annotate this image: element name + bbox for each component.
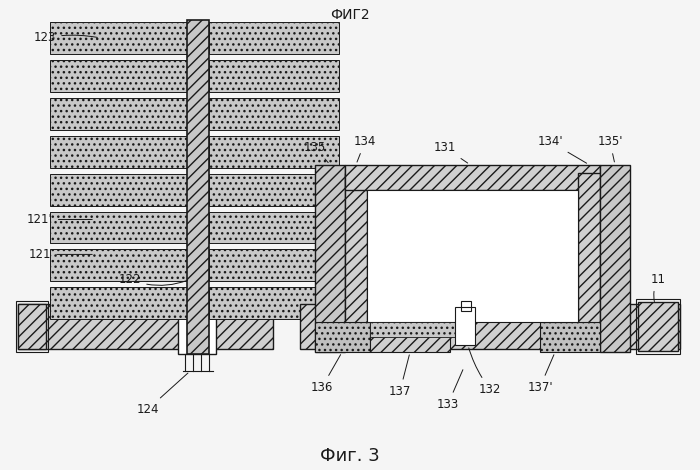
Bar [600,164,630,352]
Bar [209,22,339,54]
Bar [209,60,339,92]
Bar [540,322,600,352]
Bar [636,299,680,354]
Bar [209,98,339,130]
Text: 123: 123 [34,31,97,44]
Text: 135: 135 [304,141,328,163]
Bar [209,287,339,319]
Bar [209,212,339,243]
Bar [50,212,187,243]
Text: 137: 137 [389,355,411,398]
Text: Фиг. 3: Фиг. 3 [320,447,380,465]
Bar [455,307,475,345]
Bar [50,250,187,282]
Text: 136: 136 [311,355,341,393]
Bar [50,136,187,168]
Text: 121: 121 [29,248,92,261]
Text: 11: 11 [650,273,666,302]
Bar [638,302,678,351]
Bar [345,172,367,344]
Bar [50,22,187,54]
Text: ФИГ2: ФИГ2 [330,8,370,22]
Bar [18,304,273,349]
Bar [315,322,370,352]
Bar [209,173,339,205]
Bar [16,301,48,352]
Text: 132: 132 [469,348,501,396]
Text: 121': 121' [27,213,92,226]
Bar [209,136,339,168]
Bar [50,173,187,205]
Text: 134': 134' [537,135,587,163]
Text: 122: 122 [119,273,188,286]
Bar [315,164,345,352]
Bar [50,60,187,92]
Text: 135': 135' [597,135,623,162]
Bar [367,189,578,322]
Bar [370,322,455,337]
Text: 131: 131 [434,141,468,163]
Bar [187,20,209,354]
Bar [345,164,600,189]
Bar [300,304,680,349]
Text: 124: 124 [136,373,188,415]
Bar [461,301,471,311]
Bar [370,322,450,352]
Bar [178,294,216,354]
Bar [18,304,46,349]
Text: 137': 137' [527,355,554,393]
Bar [50,98,187,130]
Text: 133: 133 [437,370,463,411]
Bar [578,172,600,344]
Bar [50,287,187,319]
Bar [209,250,339,282]
Text: 134: 134 [354,135,376,162]
